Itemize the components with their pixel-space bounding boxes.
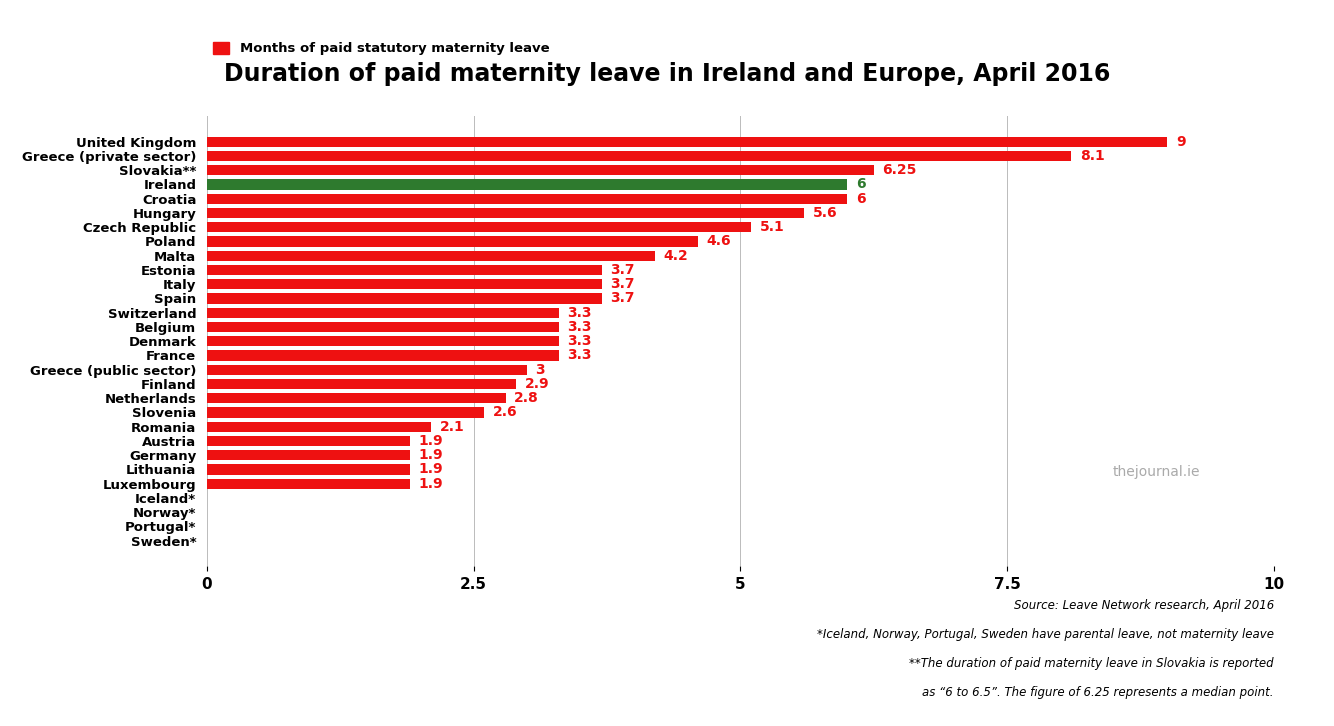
Text: 3.7: 3.7 [610, 263, 635, 277]
Bar [207, 179, 847, 189]
Text: 3.3: 3.3 [567, 306, 592, 319]
Text: **The duration of paid maternity leave in Slovakia is reported: **The duration of paid maternity leave i… [910, 657, 1274, 670]
Bar [207, 407, 484, 417]
Bar [207, 293, 602, 303]
Text: 4.2: 4.2 [663, 249, 688, 263]
Bar [207, 465, 410, 475]
Text: 6.25: 6.25 [882, 163, 916, 177]
Text: 9: 9 [1175, 135, 1186, 149]
Bar [207, 136, 1167, 147]
Bar [207, 422, 431, 432]
Text: 2.6: 2.6 [492, 405, 518, 420]
Text: 5.6: 5.6 [812, 206, 838, 220]
Bar [207, 308, 559, 318]
Text: 8.1: 8.1 [1079, 149, 1105, 163]
Text: thejournal.ie: thejournal.ie [1113, 465, 1201, 479]
Bar [207, 165, 874, 176]
Bar [207, 279, 602, 290]
Text: Source: Leave Network research, April 2016: Source: Leave Network research, April 20… [1014, 599, 1274, 612]
Bar [207, 393, 506, 404]
Text: 1.9: 1.9 [418, 448, 443, 462]
Text: as “6 to 6.5”. The figure of 6.25 represents a median point.: as “6 to 6.5”. The figure of 6.25 repres… [923, 686, 1274, 699]
Text: 2.8: 2.8 [514, 391, 539, 405]
Bar [207, 364, 527, 375]
Text: 3.7: 3.7 [610, 277, 635, 291]
Bar [207, 208, 804, 218]
Text: 3.3: 3.3 [567, 334, 592, 348]
Bar [207, 478, 410, 489]
Text: Duration of paid maternity leave in Ireland and Europe, April 2016: Duration of paid maternity leave in Irel… [224, 62, 1110, 86]
Bar [207, 237, 698, 247]
Bar [207, 379, 516, 389]
Text: 4.6: 4.6 [706, 234, 731, 248]
Text: 1.9: 1.9 [418, 462, 443, 476]
Legend: Months of paid statutory maternity leave: Months of paid statutory maternity leave [213, 41, 550, 55]
Text: 2.9: 2.9 [524, 377, 550, 391]
Bar [207, 222, 751, 232]
Bar [207, 250, 655, 261]
Text: 3.7: 3.7 [610, 291, 635, 306]
Text: 6: 6 [855, 177, 866, 192]
Bar [207, 436, 410, 446]
Text: 3: 3 [535, 363, 546, 377]
Text: 2.1: 2.1 [439, 420, 464, 433]
Bar [207, 265, 602, 275]
Text: 3.3: 3.3 [567, 348, 592, 362]
Text: 1.9: 1.9 [418, 434, 443, 448]
Bar [207, 450, 410, 460]
Text: *Iceland, Norway, Portugal, Sweden have parental leave, not maternity leave: *Iceland, Norway, Portugal, Sweden have … [816, 628, 1274, 641]
Bar [207, 351, 559, 361]
Text: 5.1: 5.1 [759, 220, 784, 234]
Bar [207, 322, 559, 332]
Text: 6: 6 [855, 192, 866, 205]
Bar [207, 336, 559, 346]
Text: 3.3: 3.3 [567, 320, 592, 334]
Bar [207, 151, 1071, 161]
Text: 1.9: 1.9 [418, 477, 443, 491]
Bar [207, 194, 847, 204]
